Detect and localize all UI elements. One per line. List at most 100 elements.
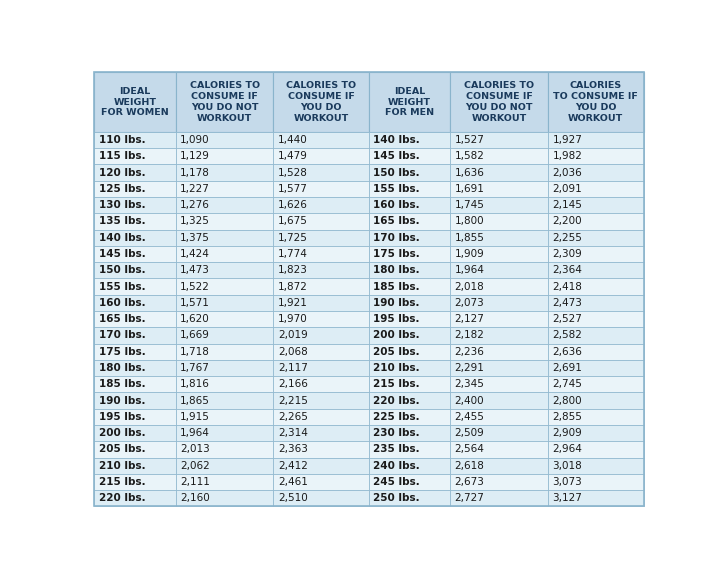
Text: CALORIES TO
CONSUME IF
YOU DO NOT
WORKOUT: CALORIES TO CONSUME IF YOU DO NOT WORKOU… bbox=[189, 81, 260, 123]
Text: 2,068: 2,068 bbox=[278, 347, 307, 357]
Bar bbox=[548, 278, 644, 295]
Text: 115 lbs.: 115 lbs. bbox=[99, 151, 145, 161]
Bar bbox=[94, 393, 176, 409]
Bar bbox=[450, 148, 548, 164]
Bar bbox=[369, 148, 450, 164]
Bar bbox=[548, 262, 644, 278]
Text: 3,018: 3,018 bbox=[552, 461, 582, 471]
Bar bbox=[94, 278, 176, 295]
Text: 1,816: 1,816 bbox=[180, 379, 210, 389]
Bar bbox=[176, 311, 274, 327]
Text: 165 lbs.: 165 lbs. bbox=[374, 217, 420, 226]
Bar bbox=[94, 344, 176, 360]
Text: 200 lbs.: 200 lbs. bbox=[99, 428, 145, 438]
Text: 2,117: 2,117 bbox=[278, 363, 308, 373]
Bar bbox=[548, 246, 644, 262]
Bar bbox=[548, 164, 644, 180]
Bar bbox=[369, 441, 450, 458]
Text: 1,424: 1,424 bbox=[180, 249, 210, 259]
Text: 1,227: 1,227 bbox=[180, 184, 210, 194]
Bar bbox=[369, 490, 450, 507]
Text: 2,418: 2,418 bbox=[552, 281, 582, 292]
Bar bbox=[94, 246, 176, 262]
Bar bbox=[450, 360, 548, 376]
Bar bbox=[450, 425, 548, 441]
Text: 1,571: 1,571 bbox=[180, 298, 210, 308]
Text: 1,178: 1,178 bbox=[180, 167, 210, 178]
Bar bbox=[369, 376, 450, 393]
Bar bbox=[274, 344, 369, 360]
Bar bbox=[450, 458, 548, 474]
Bar bbox=[274, 230, 369, 246]
Bar bbox=[94, 360, 176, 376]
Text: 1,800: 1,800 bbox=[455, 217, 485, 226]
Bar bbox=[548, 376, 644, 393]
Text: 1,855: 1,855 bbox=[455, 233, 485, 243]
Bar bbox=[274, 458, 369, 474]
Text: 210 lbs.: 210 lbs. bbox=[99, 461, 145, 471]
Text: 2,800: 2,800 bbox=[552, 395, 582, 406]
Bar bbox=[369, 311, 450, 327]
Text: 1,964: 1,964 bbox=[180, 428, 210, 438]
Bar bbox=[548, 474, 644, 490]
Text: 2,013: 2,013 bbox=[180, 445, 210, 454]
Bar bbox=[450, 278, 548, 295]
Bar bbox=[94, 164, 176, 180]
Text: 1,872: 1,872 bbox=[278, 281, 308, 292]
Text: 2,073: 2,073 bbox=[455, 298, 485, 308]
Text: 1,626: 1,626 bbox=[278, 200, 308, 210]
Text: 1,582: 1,582 bbox=[455, 151, 485, 161]
Text: 165 lbs.: 165 lbs. bbox=[99, 314, 145, 324]
Text: 2,564: 2,564 bbox=[455, 445, 485, 454]
Bar bbox=[369, 197, 450, 213]
Bar bbox=[450, 295, 548, 311]
Text: 1,620: 1,620 bbox=[180, 314, 210, 324]
Bar bbox=[274, 409, 369, 425]
Text: 2,145: 2,145 bbox=[552, 200, 582, 210]
Bar bbox=[274, 425, 369, 441]
Text: 1,577: 1,577 bbox=[278, 184, 308, 194]
Bar bbox=[450, 180, 548, 197]
Text: 2,200: 2,200 bbox=[552, 217, 582, 226]
Bar bbox=[176, 474, 274, 490]
Bar bbox=[548, 230, 644, 246]
Text: 160 lbs.: 160 lbs. bbox=[374, 200, 420, 210]
Bar bbox=[450, 213, 548, 230]
Text: 1,970: 1,970 bbox=[278, 314, 307, 324]
Bar bbox=[450, 327, 548, 344]
Bar bbox=[548, 295, 644, 311]
Bar bbox=[369, 180, 450, 197]
Bar bbox=[176, 490, 274, 507]
Text: 2,127: 2,127 bbox=[455, 314, 485, 324]
Bar bbox=[548, 393, 644, 409]
Text: 2,745: 2,745 bbox=[552, 379, 582, 389]
Bar bbox=[369, 474, 450, 490]
Text: 1,767: 1,767 bbox=[180, 363, 210, 373]
Bar bbox=[94, 72, 176, 132]
Bar bbox=[176, 246, 274, 262]
Text: CALORIES TO
CONSUME IF
YOU DO NOT
WORKOUT: CALORIES TO CONSUME IF YOU DO NOT WORKOU… bbox=[464, 81, 534, 123]
Text: 245 lbs.: 245 lbs. bbox=[374, 477, 420, 487]
Text: 2,265: 2,265 bbox=[278, 412, 308, 422]
Bar bbox=[176, 278, 274, 295]
Bar bbox=[274, 327, 369, 344]
Text: 2,691: 2,691 bbox=[552, 363, 582, 373]
Bar bbox=[176, 376, 274, 393]
Text: 220 lbs.: 220 lbs. bbox=[99, 493, 145, 503]
Text: 1,964: 1,964 bbox=[455, 265, 485, 275]
Text: 1,325: 1,325 bbox=[180, 217, 210, 226]
Text: 1,865: 1,865 bbox=[180, 395, 210, 406]
Bar bbox=[176, 458, 274, 474]
Text: 170 lbs.: 170 lbs. bbox=[374, 233, 420, 243]
Bar bbox=[176, 344, 274, 360]
Bar bbox=[94, 474, 176, 490]
Text: 175 lbs.: 175 lbs. bbox=[374, 249, 420, 259]
Bar bbox=[548, 490, 644, 507]
Bar bbox=[274, 180, 369, 197]
Text: 155 lbs.: 155 lbs. bbox=[374, 184, 420, 194]
Text: 175 lbs.: 175 lbs. bbox=[99, 347, 145, 357]
Bar bbox=[176, 180, 274, 197]
Bar bbox=[369, 327, 450, 344]
Text: 2,727: 2,727 bbox=[455, 493, 485, 503]
Text: 2,673: 2,673 bbox=[455, 477, 485, 487]
